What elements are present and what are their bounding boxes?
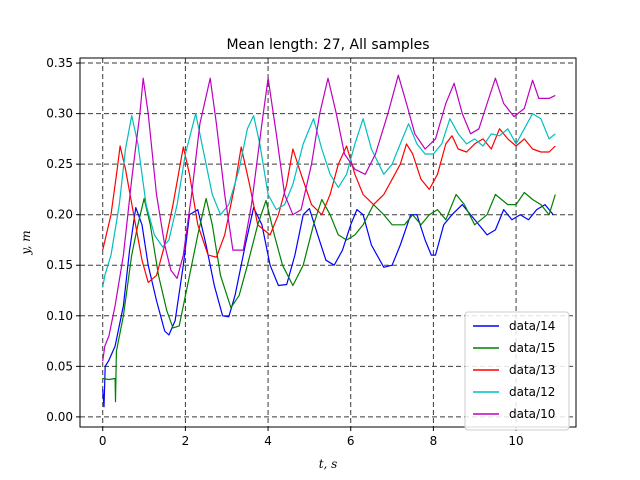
legend-label: data/12 [509, 385, 555, 399]
series-line-data-14 [102, 204, 554, 408]
series-line-data-10 [102, 74, 556, 362]
series-layer [102, 74, 556, 408]
legend-label: data/10 [509, 407, 555, 421]
x-axis-label: t, s [319, 457, 338, 471]
legend-label: data/15 [509, 341, 555, 355]
x-tick-label: 0 [99, 434, 107, 448]
x-tick-label: 2 [182, 434, 190, 448]
y-tick-label: 0.30 [46, 107, 73, 121]
x-tick-label: 8 [430, 434, 438, 448]
legend: data/14 data/15 data/13 data/12 data/10 [464, 311, 570, 431]
y-tick-label: 0.25 [46, 157, 73, 171]
series-line-data-15 [102, 191, 556, 403]
y-tick-label: 0.20 [46, 208, 73, 222]
x-tick-label: 6 [347, 434, 355, 448]
chart-title: Mean length: 27, All samples [226, 37, 429, 53]
y-tick-label: 0.15 [46, 258, 73, 272]
plot-frame [79, 57, 577, 428]
y-tick-label: 0.35 [46, 56, 73, 70]
grid [80, 58, 576, 427]
x-tick-label: 10 [508, 434, 523, 448]
legend-label: data/13 [509, 363, 555, 377]
y-tick-label: 0.10 [46, 309, 73, 323]
ticks: 0 2 4 6 8 10 0.00 0.05 0.10 0.15 0.20 0.25 0.30 0.35 [46, 56, 523, 448]
legend-box [464, 311, 570, 431]
y-axis-label: y, m [19, 230, 33, 255]
x-tick-label: 4 [264, 434, 272, 448]
y-tick-label: 0.00 [46, 410, 73, 424]
y-tick-label: 0.05 [46, 359, 73, 373]
legend-label: data/14 [509, 319, 555, 333]
series-line-data-13 [102, 128, 556, 283]
